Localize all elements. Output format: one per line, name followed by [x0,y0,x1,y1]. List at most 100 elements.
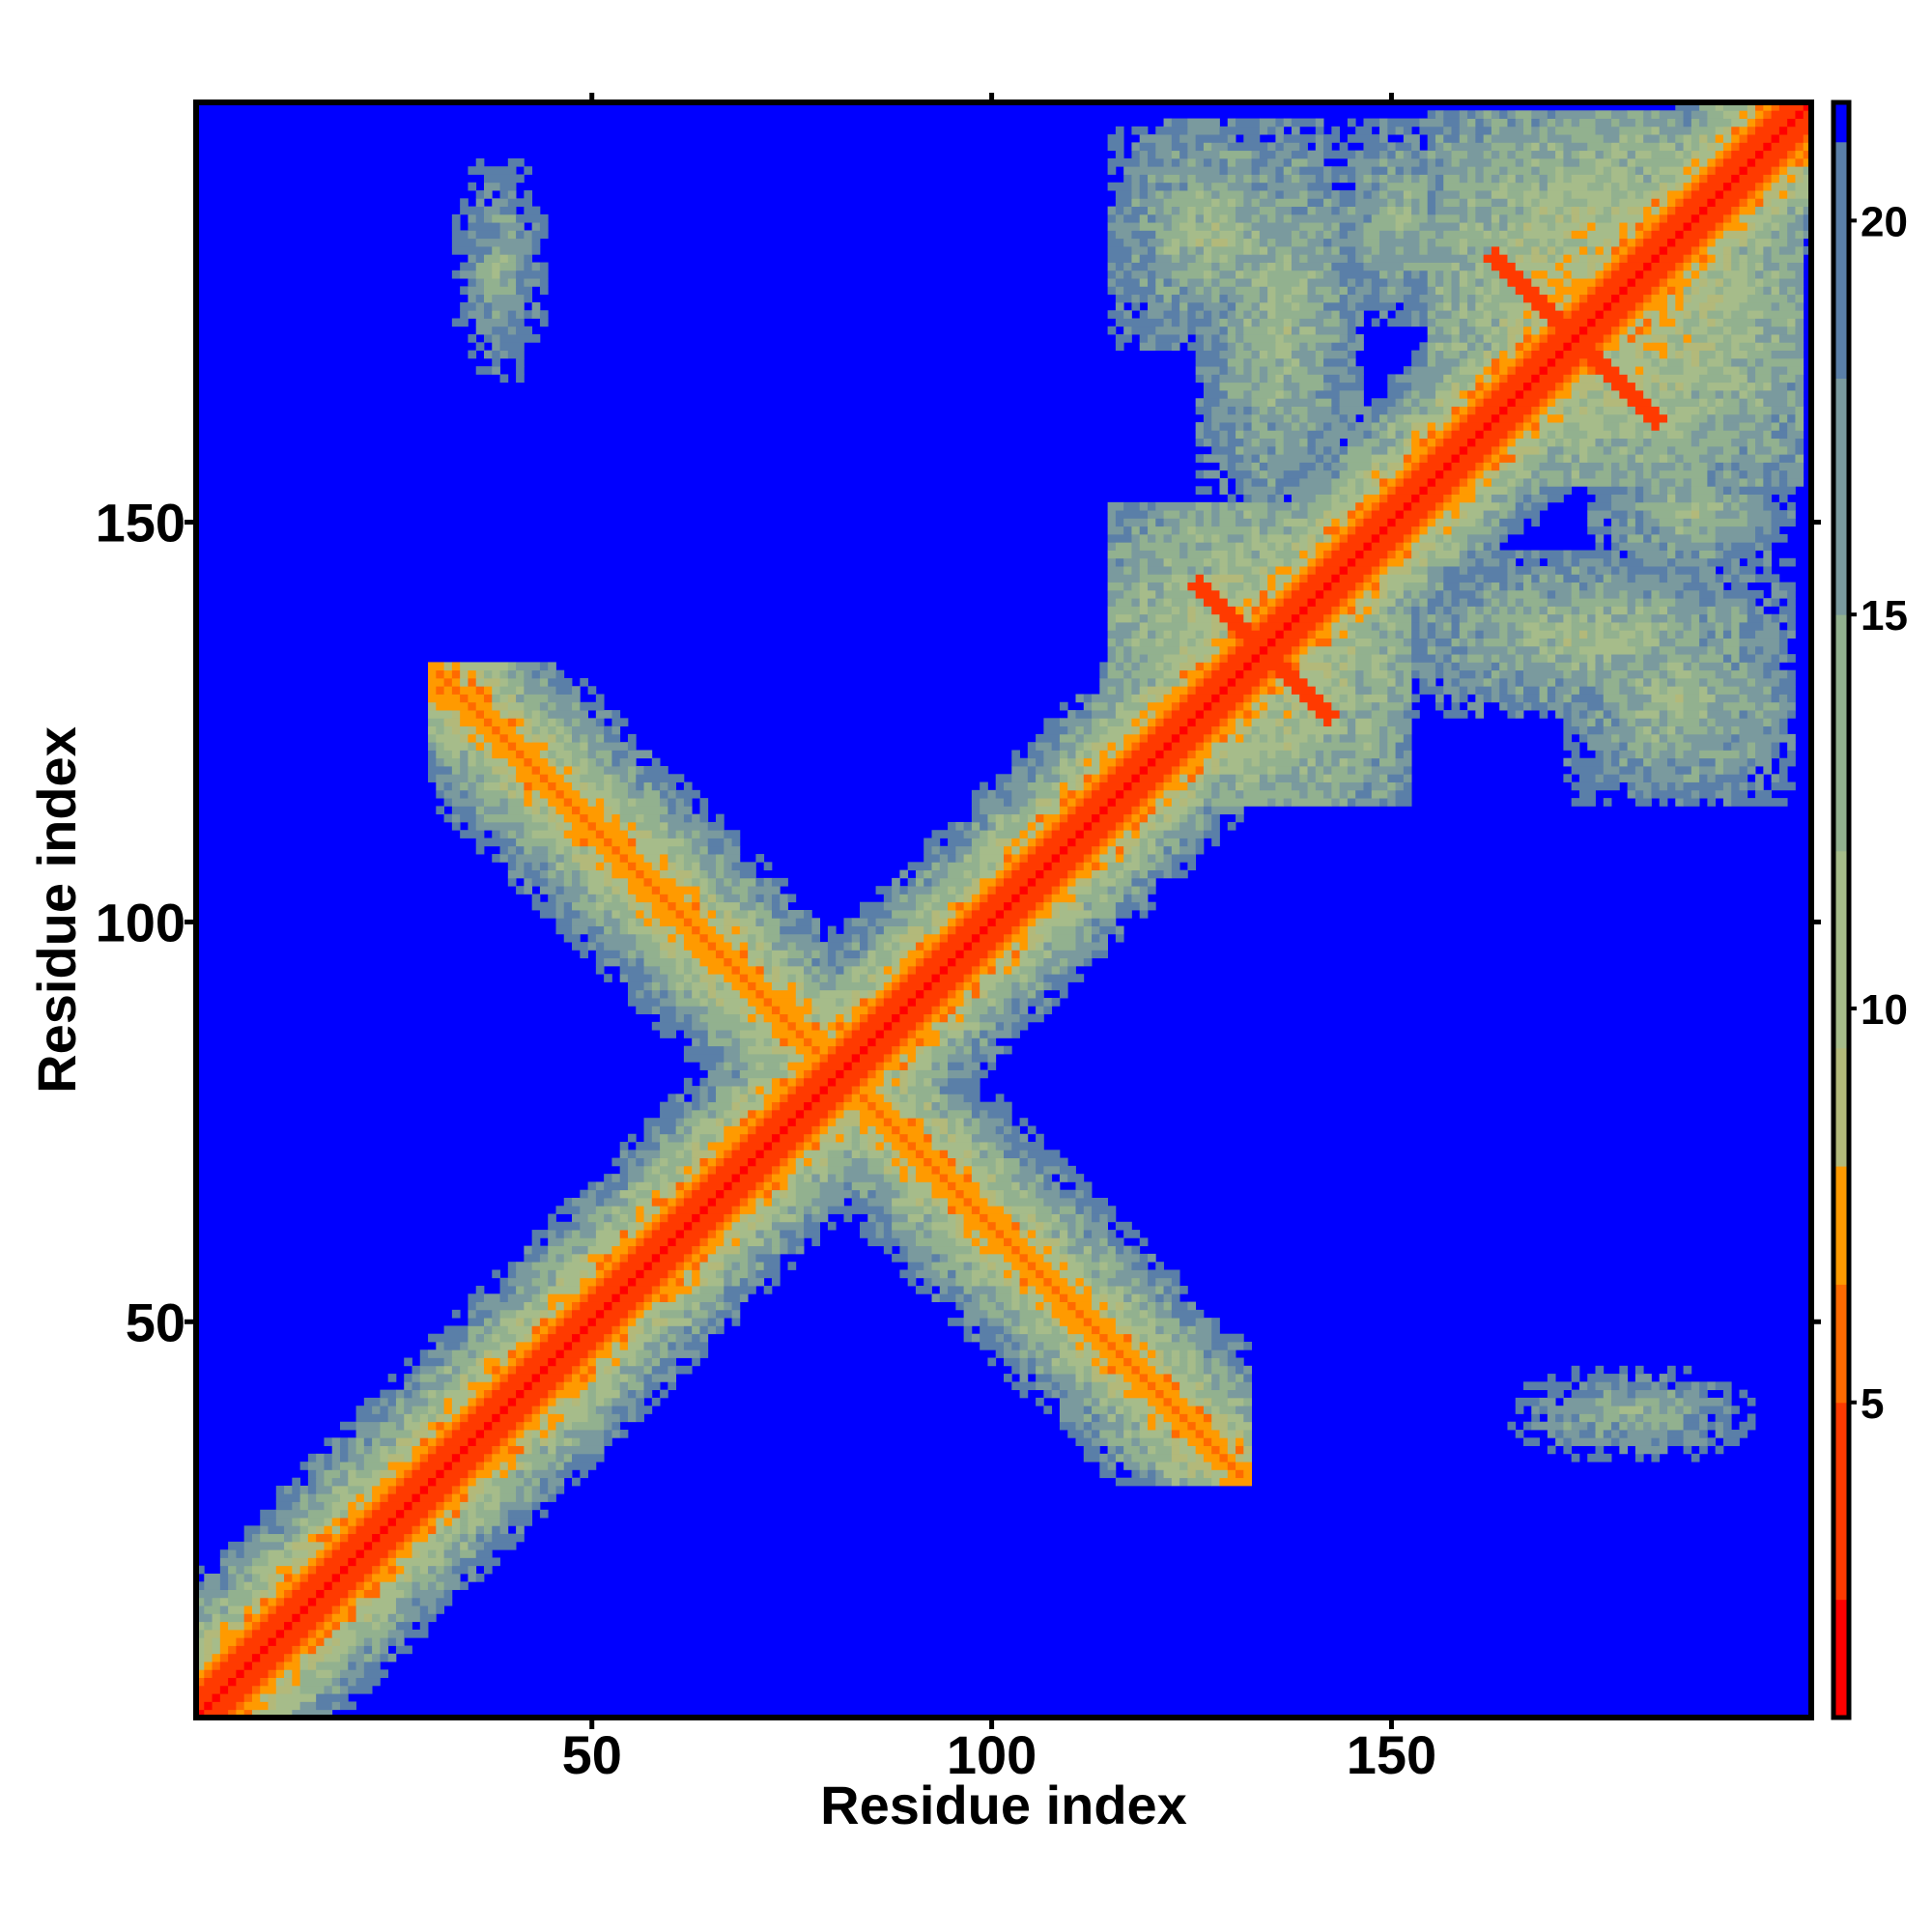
heatmap-cell [460,686,477,695]
heatmap-cell [1747,710,1756,719]
heatmap-cell [1107,1277,1132,1287]
heatmap-cell [843,925,868,935]
heatmap-cell [1291,694,1300,703]
heatmap-cell [980,1253,988,1263]
heatmap-cell [443,1525,453,1535]
heatmap-cell [692,965,709,975]
heatmap-cell [548,1413,565,1423]
heatmap-cell [1092,781,1100,791]
heatmap-cell [883,1086,893,1094]
heatmap-cell [627,957,637,967]
heatmap-cell [1155,757,1180,767]
heatmap-cell [1187,694,1212,703]
heatmap-cell [1195,1341,1212,1350]
heatmap-cell [1403,781,1412,791]
heatmap-cell [939,1206,949,1214]
heatmap-cell [1123,1286,1132,1294]
heatmap-cell [1699,789,1717,799]
heatmap-cell [1619,750,1636,759]
heatmap-cell [428,1413,437,1423]
heatmap-cell [507,1462,517,1470]
heatmap-cell [716,1301,724,1311]
heatmap-cell [499,733,509,743]
heatmap-cell [524,757,533,767]
heatmap-cell [955,1293,965,1302]
heatmap-cell [507,854,517,863]
heatmap-cell [883,942,893,951]
heatmap-cell [380,1437,397,1446]
heatmap-cell [404,1629,429,1638]
heatmap-cell [787,1262,797,1270]
heatmap-cell [451,1309,461,1319]
heatmap-cell [1163,806,1188,815]
heatmap-cell [1211,1350,1229,1358]
heatmap-cell [660,1101,685,1111]
heatmap-cell [1171,1350,1180,1358]
heatmap-cell [1211,813,1220,823]
heatmap-cell [483,710,500,719]
heatmap-cell [1211,1477,1220,1487]
heatmap-cell [275,1662,285,1670]
heatmap-cell [475,806,485,815]
heatmap-cell [1051,1365,1076,1375]
heatmap-cell [971,1045,980,1055]
heatmap-cell [1435,669,1444,679]
heatmap-cell [1755,701,1764,711]
heatmap-cell [219,1662,245,1670]
heatmap-cell [1243,710,1252,719]
heatmap-cell [355,1645,365,1655]
heatmap-cell [899,1189,909,1199]
heatmap-cell [595,845,612,855]
heatmap-cell [1019,965,1037,975]
heatmap-cell [1275,725,1285,735]
heatmap-cell [1507,701,1524,711]
heatmap-cell [1778,766,1788,775]
heatmap-cell [1027,1237,1037,1247]
heatmap-cell [651,781,661,791]
heatmap-cell [1699,1421,1708,1431]
heatmap-cell [324,1549,333,1558]
heatmap-cell [1019,1277,1029,1287]
heatmap-cell [748,1245,773,1255]
heatmap-cell [572,766,581,775]
heatmap-cell [548,1309,556,1319]
heatmap-cell [707,910,717,919]
heatmap-cell [460,1445,469,1455]
heatmap-cell [1004,845,1012,855]
heatmap-cell [636,869,644,879]
heatmap-cell [699,1286,724,1294]
heatmap-cell [516,1286,525,1294]
heatmap-cell [819,1181,844,1191]
heatmap-cell [1075,830,1085,838]
heatmap-cell [1195,710,1205,719]
heatmap-cell [1731,733,1740,743]
heatmap-cell [1092,774,1100,782]
heatmap-cell [1139,901,1149,911]
heatmap-cell [1443,669,1461,679]
heatmap-cell [299,1485,309,1494]
heatmap-cell [836,1077,861,1087]
heatmap-cell [1483,677,1492,687]
heatmap-cell [1092,1245,1109,1255]
heatmap-cell [1347,718,1356,727]
heatmap-cell [1083,1381,1093,1391]
heatmap-cell [1627,701,1644,711]
heatmap-cell [1036,838,1044,847]
heatmap-cell [699,1165,709,1175]
heatmap-cell [1315,781,1332,791]
heatmap-cell [843,1213,853,1223]
heatmap-cell [963,989,973,999]
heatmap-cell [1043,830,1053,838]
heatmap-cell [419,1381,444,1391]
heatmap-cell [980,886,988,895]
heatmap-cell [531,1301,549,1311]
heatmap-cell [1211,1413,1229,1423]
heatmap-cell [668,901,677,911]
heatmap-cell [1419,677,1429,687]
heatmap-cell [819,1189,853,1199]
heatmap-cell [1771,725,1780,735]
heatmap-cell [1163,677,1180,687]
heatmap-cell [604,838,612,847]
heatmap-cell [572,1230,581,1238]
heatmap-cell [1147,1413,1156,1423]
